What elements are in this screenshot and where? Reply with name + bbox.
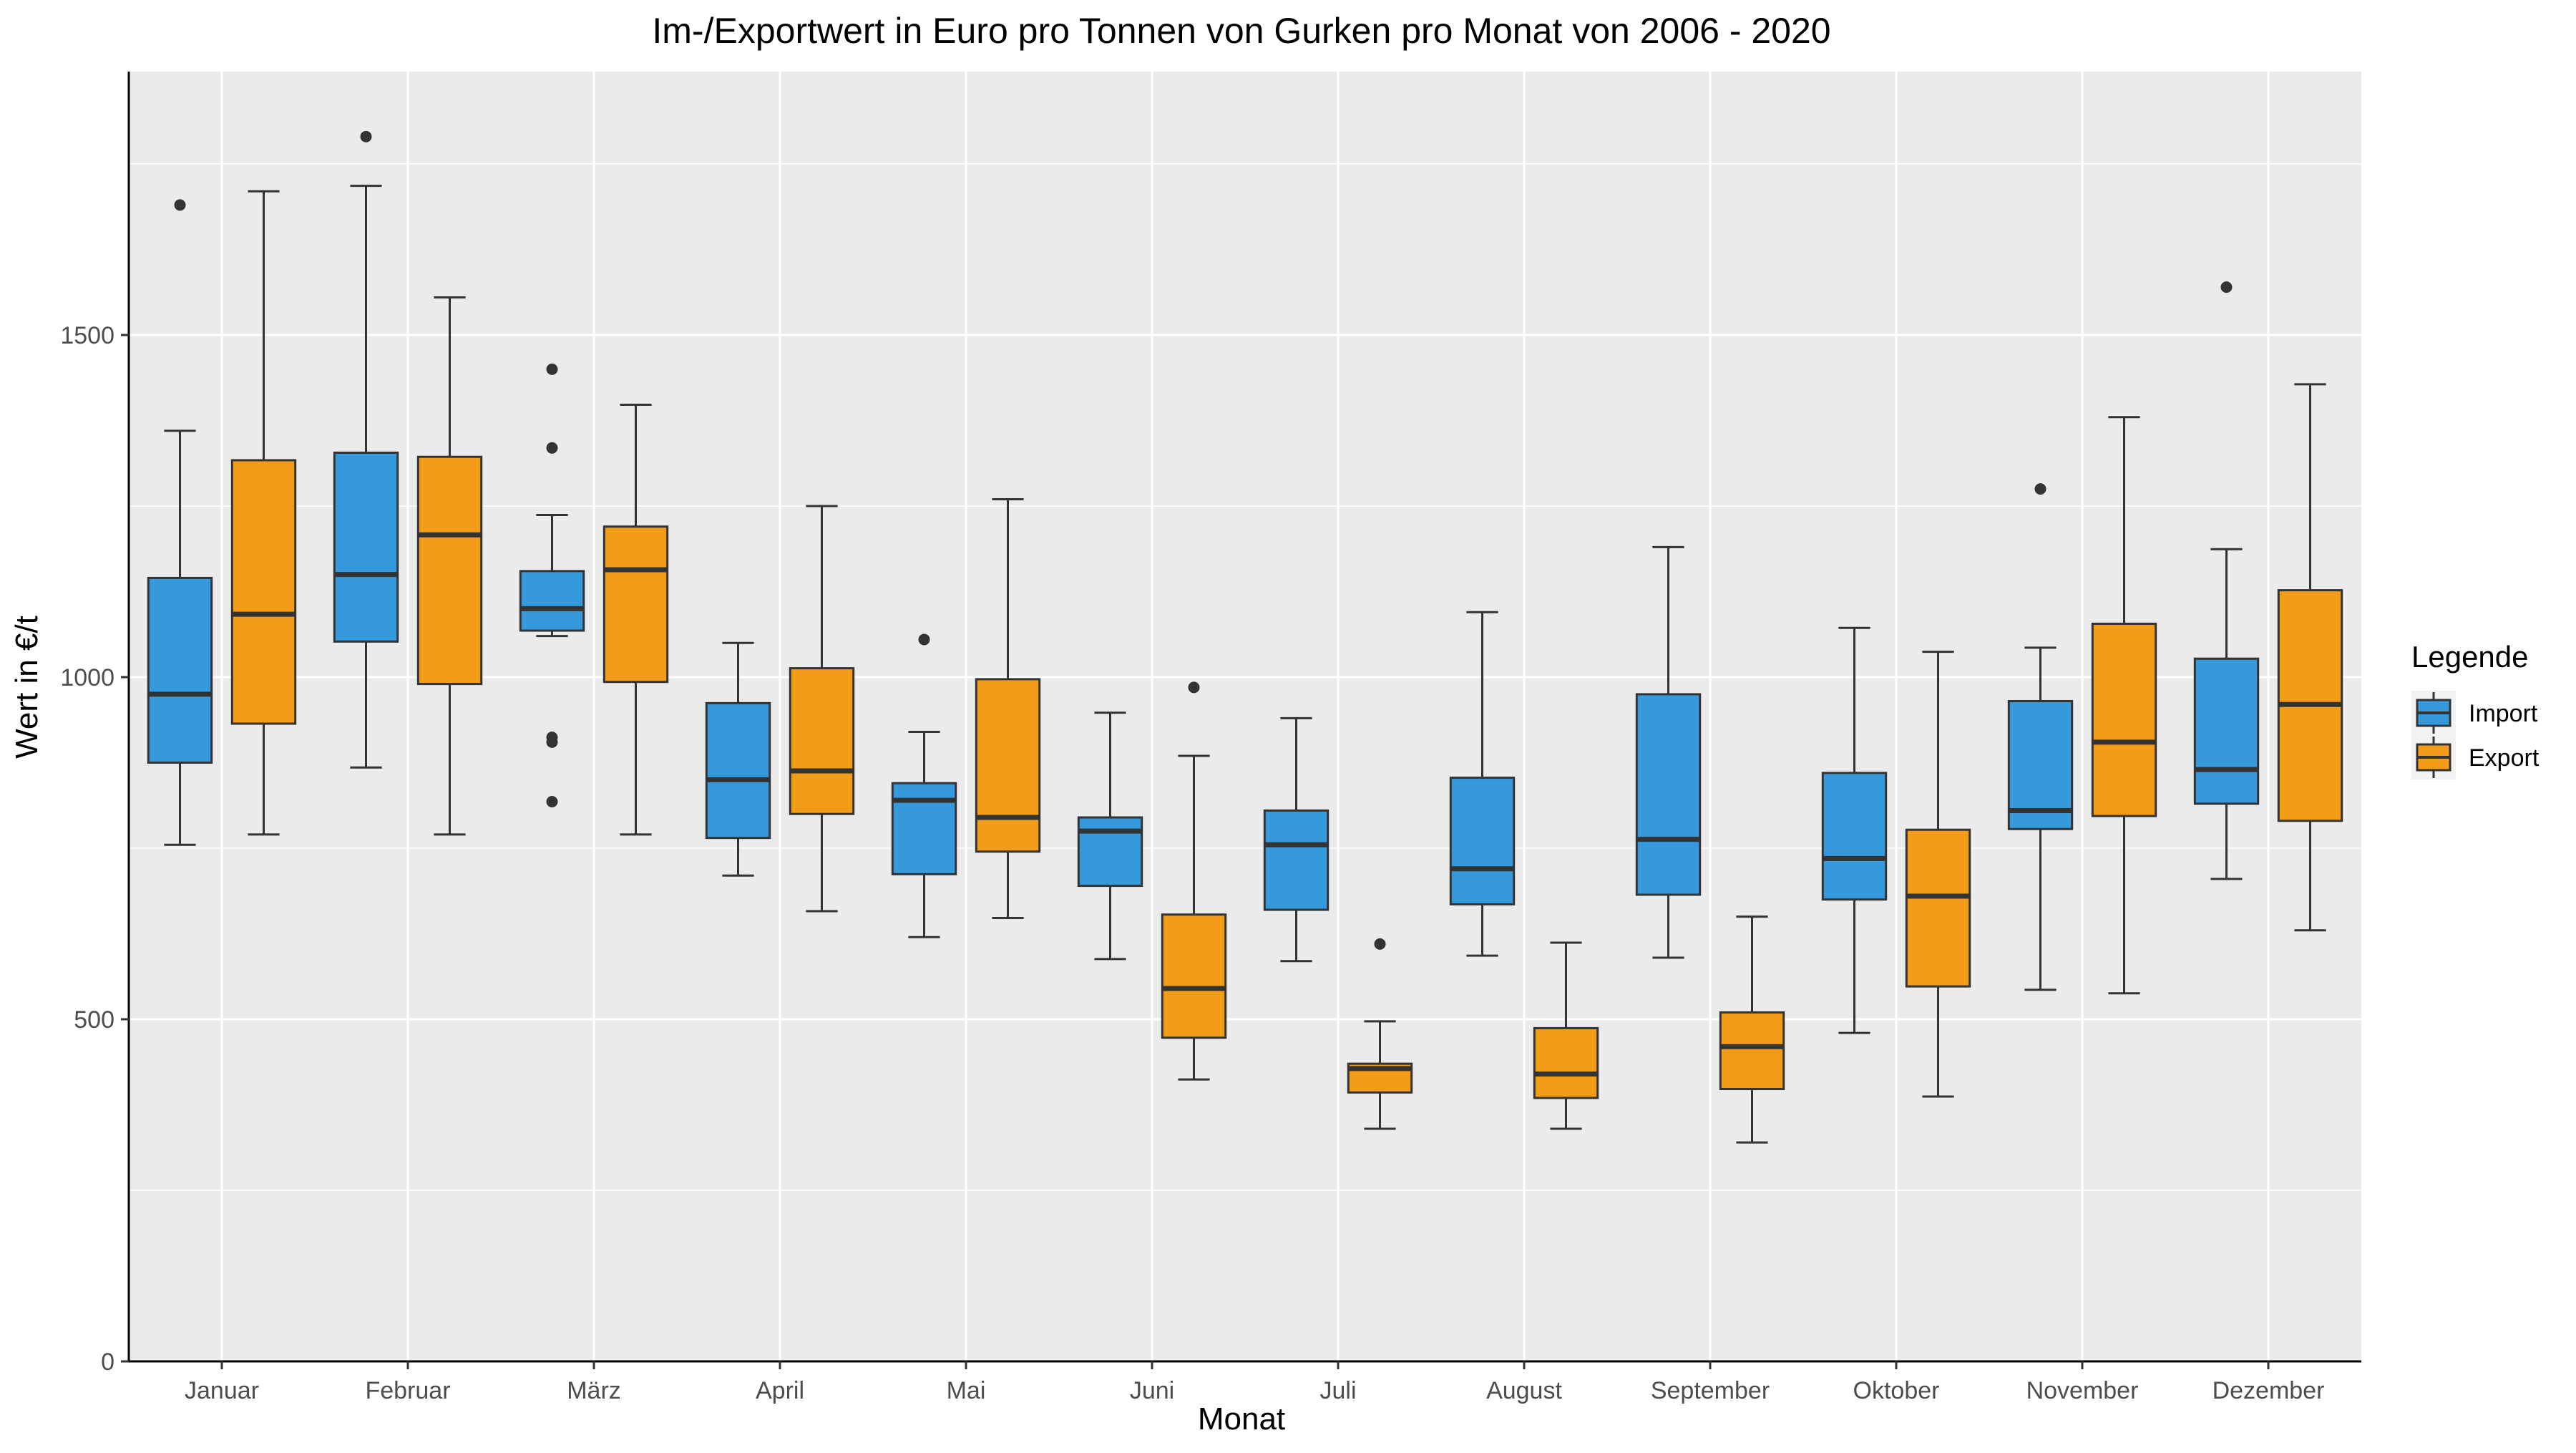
box-iqr: [333, 451, 399, 643]
outlier-point: [546, 796, 558, 808]
box-iqr: [1719, 1011, 1785, 1091]
box-iqr: [1905, 828, 1971, 988]
box-iqr: [789, 667, 855, 815]
outlier-point: [546, 736, 558, 748]
box-iqr: [2091, 622, 2157, 817]
outlier-point: [918, 633, 930, 646]
box-import-dezember: [2193, 281, 2260, 880]
x-tick-label: April: [756, 1377, 804, 1404]
x-tick-label: November: [2026, 1377, 2139, 1404]
box-iqr: [519, 570, 585, 632]
legend: Legende Import Export: [2411, 640, 2540, 779]
box-export-november: [2091, 416, 2157, 995]
outlier-point: [546, 442, 558, 454]
x-tick-label: Juli: [1319, 1377, 1356, 1404]
y-tick-label: 500: [74, 1006, 114, 1034]
x-tick-label: August: [1486, 1377, 1562, 1404]
y-axis-label: Wert in €/t: [9, 616, 44, 759]
x-axis-label: Monat: [1198, 1401, 1285, 1437]
box-export-februar: [416, 296, 483, 836]
box-export-märz: [602, 404, 669, 836]
box-export-dezember: [2277, 383, 2343, 932]
x-tick-label: Juni: [1130, 1377, 1174, 1404]
x-tick-label: Mai: [947, 1377, 986, 1404]
box-export-september: [1719, 915, 1785, 1144]
box-export-juni: [1161, 681, 1227, 1081]
box-iqr: [1263, 809, 1330, 911]
legend-label: Import: [2469, 700, 2538, 727]
y-tick-label: 1000: [60, 664, 114, 691]
box-iqr: [1533, 1026, 1599, 1099]
box-import-august: [1449, 611, 1516, 957]
x-tick-label: Dezember: [2212, 1377, 2325, 1404]
x-tick-label: Oktober: [1853, 1377, 1940, 1404]
box-import-november: [2007, 483, 2074, 991]
outlier-point: [2034, 483, 2046, 495]
box-iqr: [705, 701, 771, 840]
outlier-point: [360, 130, 372, 142]
box-export-januar: [230, 190, 297, 836]
legend-item-export: Export: [2411, 735, 2540, 779]
box-iqr: [602, 525, 669, 684]
outlier-point: [1374, 938, 1386, 950]
legend-item-import: Import: [2411, 691, 2538, 735]
y-tick-label: 1500: [60, 322, 114, 349]
x-tick-label: März: [567, 1377, 621, 1404]
box-import-mai: [891, 633, 957, 938]
box-export-oktober: [1905, 651, 1971, 1098]
y-tick-label: 0: [101, 1348, 114, 1376]
box-iqr: [1161, 913, 1227, 1039]
box-import-april: [705, 641, 771, 877]
box-iqr: [2007, 699, 2074, 830]
box-export-april: [789, 505, 855, 913]
legend-title: Legende: [2411, 640, 2529, 674]
chart-title: Im-/Exportwert in Euro pro Tonnen von Gu…: [652, 11, 1830, 51]
box-import-september: [1635, 545, 1702, 959]
outlier-point: [2220, 281, 2233, 293]
outlier-point: [1188, 681, 1200, 694]
box-iqr: [891, 782, 957, 875]
box-iqr: [2193, 657, 2260, 805]
box-export-mai: [975, 497, 1041, 920]
box-iqr: [416, 455, 483, 686]
legend-label: Export: [2469, 744, 2540, 772]
box-export-juli: [1347, 938, 1413, 1130]
box-iqr: [1449, 777, 1516, 905]
box-import-juli: [1263, 716, 1330, 963]
box-import-juni: [1077, 711, 1143, 961]
box-import-märz: [519, 363, 585, 808]
box-iqr: [1077, 816, 1143, 888]
box-import-januar: [147, 199, 213, 846]
box-import-februar: [333, 130, 399, 769]
box-iqr: [230, 459, 297, 725]
box-iqr: [147, 576, 213, 764]
box-import-oktober: [1821, 626, 1888, 1034]
box-export-august: [1533, 941, 1599, 1130]
box-iqr: [1635, 693, 1702, 896]
outlier-point: [174, 199, 186, 211]
x-tick-label: September: [1651, 1377, 1770, 1404]
plot-panel-background: [129, 72, 2361, 1361]
outlier-point: [546, 363, 558, 375]
x-tick-label: Februar: [365, 1377, 450, 1404]
box-iqr: [975, 678, 1041, 853]
x-tick-label: Januar: [185, 1377, 259, 1404]
box-iqr: [1821, 772, 1888, 901]
